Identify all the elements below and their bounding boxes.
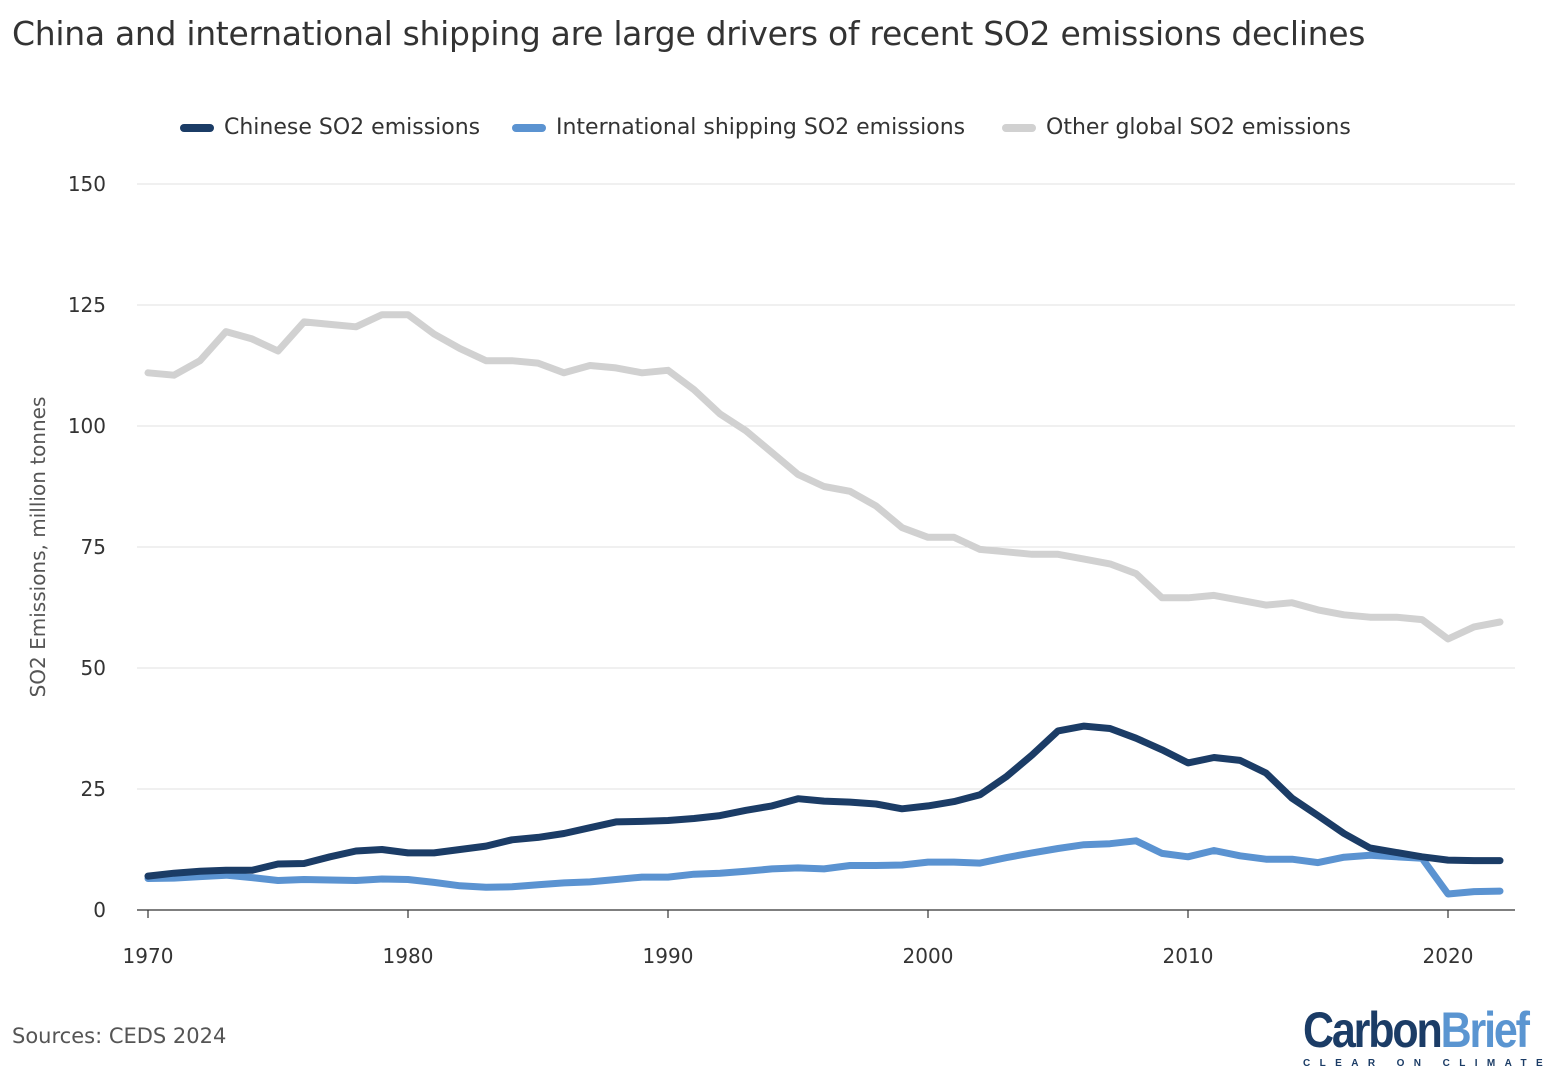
legend-item-chinese: Chinese SO2 emissions [180,115,480,140]
legend-item-other: Other global SO2 emissions [1002,115,1351,140]
legend: Chinese SO2 emissions International ship… [0,115,1552,151]
y-tick-label-150: 150 [68,172,106,196]
series-line-chinese [144,722,1504,880]
logo-brief: Brief [1440,1002,1530,1058]
y-tick-label-25: 25 [81,777,106,801]
legend-label-chinese: Chinese SO2 emissions [224,115,481,140]
x-tick-label-2010: 2010 [1163,944,1214,968]
series-line-shipping [144,837,1504,898]
y-tick-label-125: 125 [68,293,106,317]
legend-swatch-shipping [512,123,546,132]
x-tick-label-1970: 1970 [123,944,174,968]
legend-label-other: Other global SO2 emissions [1046,115,1351,140]
legend-swatch-other [1002,123,1036,132]
y-tick-label-50: 50 [81,656,106,680]
legend-item-shipping: International shipping SO2 emissions [512,115,965,140]
y-tick-label-75: 75 [81,535,106,559]
logo-carbon: Carbon [1303,1002,1443,1058]
y-tick-label-100: 100 [68,414,106,438]
y-axis-title: SO2 Emissions, million tonnes [26,397,50,698]
legend-label-shipping: International shipping SO2 emissions [556,115,966,140]
series-line-other [144,311,1504,643]
legend-swatch-chinese [180,123,214,132]
x-tick-label-1980: 1980 [383,944,434,968]
x-tick-label-2000: 2000 [903,944,954,968]
carbon-brief-logo: CarbonBrief CLEAR ON CLIMATE [1303,1002,1552,1075]
source-note: Sources: CEDS 2024 [12,1024,227,1048]
x-tick-label-1990: 1990 [643,944,694,968]
logo-wordmark: CarbonBrief [1303,1002,1530,1058]
chart-title: China and international shipping are lar… [12,14,1366,53]
logo-tagline: CLEAR ON CLIMATE [1303,1058,1552,1069]
y-tick-label-0: 0 [93,898,106,922]
x-tick-label-2020: 2020 [1423,944,1474,968]
line-chart: 0 25 50 75 100 125 150 1970 1980 1990 2000 2010 2020… [26,172,1515,968]
